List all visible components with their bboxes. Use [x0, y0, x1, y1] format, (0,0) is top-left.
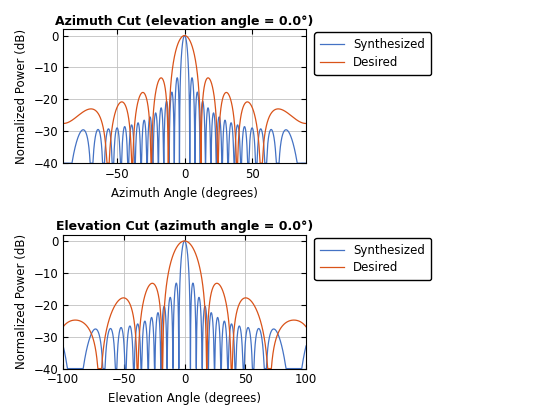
- X-axis label: Azimuth Angle (degrees): Azimuth Angle (degrees): [111, 186, 258, 199]
- Synthesized: [302, 344, 309, 349]
- Line: Desired: Desired: [63, 36, 306, 163]
- Synthesized: [260, 345, 267, 350]
- Desired: [206, 307, 212, 312]
- Synthesized: [104, 129, 111, 134]
- Y-axis label: Normalized Power (dB): Normalized Power (dB): [15, 29, 28, 164]
- Desired: [95, 366, 101, 371]
- Synthesized: [60, 160, 67, 165]
- Legend: Synthesized, Desired: Synthesized, Desired: [314, 238, 431, 280]
- Synthesized: [218, 135, 225, 140]
- Legend: Synthesized, Desired: Synthesized, Desired: [314, 32, 431, 75]
- Synthesized: [259, 134, 266, 139]
- Y-axis label: Normalized Power (dB): Normalized Power (dB): [15, 234, 28, 369]
- Desired: [241, 296, 248, 301]
- Desired: [241, 102, 248, 107]
- Desired: [302, 121, 309, 126]
- Synthesized: [60, 344, 67, 349]
- Desired: [104, 160, 110, 165]
- Line: Desired: Desired: [63, 241, 306, 369]
- Desired: [218, 285, 225, 290]
- Desired: [260, 150, 267, 155]
- Title: Azimuth Cut (elevation angle = 0.0°): Azimuth Cut (elevation angle = 0.0°): [55, 15, 314, 28]
- Title: Elevation Cut (azimuth angle = 0.0°): Elevation Cut (azimuth angle = 0.0°): [56, 220, 313, 234]
- Line: Synthesized: Synthesized: [63, 241, 306, 369]
- Synthesized: [241, 357, 248, 362]
- Synthesized: [241, 124, 248, 129]
- Synthesized: [64, 366, 71, 371]
- Desired: [153, 88, 160, 93]
- Desired: [181, 33, 188, 38]
- Desired: [260, 328, 267, 333]
- Desired: [60, 324, 67, 329]
- Synthesized: [218, 366, 225, 371]
- Desired: [181, 239, 188, 244]
- Synthesized: [153, 326, 160, 331]
- Synthesized: [206, 109, 212, 114]
- Synthesized: [302, 160, 309, 165]
- Desired: [218, 103, 225, 108]
- Desired: [302, 324, 309, 329]
- Synthesized: [104, 336, 111, 341]
- Desired: [104, 160, 111, 165]
- Desired: [60, 121, 67, 126]
- Desired: [104, 324, 111, 329]
- Synthesized: [206, 338, 212, 343]
- Desired: [153, 284, 160, 289]
- X-axis label: Elevation Angle (degrees): Elevation Angle (degrees): [108, 392, 261, 405]
- Synthesized: [181, 33, 188, 38]
- Synthesized: [181, 239, 188, 244]
- Desired: [206, 76, 212, 81]
- Line: Synthesized: Synthesized: [63, 36, 306, 163]
- Synthesized: [152, 111, 159, 116]
